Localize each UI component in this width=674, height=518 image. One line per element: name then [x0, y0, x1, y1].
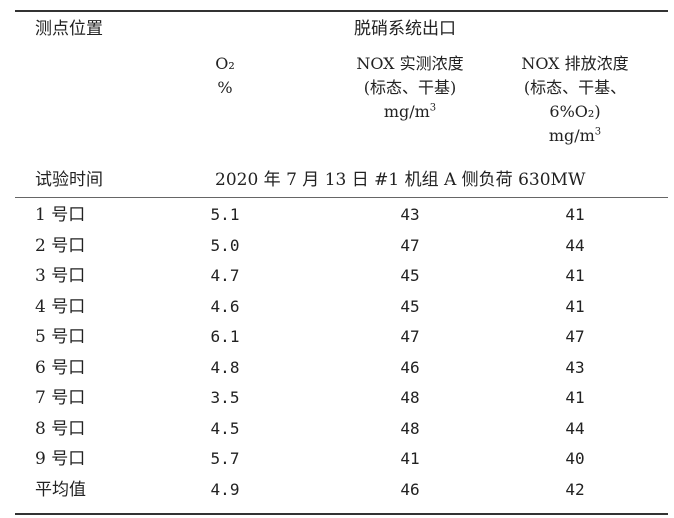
emission-cell: 47 — [565, 327, 585, 346]
emission-condition-2: 6%O₂) — [549, 102, 601, 121]
o2-cell: 4.5 — [210, 418, 240, 438]
emission-title: NOX 排放浓度 — [521, 54, 629, 73]
outlet-title: 脱硝系统出口 — [354, 19, 456, 39]
emission-cell: 41 — [565, 205, 585, 224]
emission-unit: mg/m3 — [515, 126, 635, 146]
emission-cell: 44 — [565, 418, 585, 438]
table-row: 4 号口 4.6 45 41 — [15, 292, 668, 322]
o2-cell: 4.8 — [210, 357, 240, 377]
emission-cell: 44 — [565, 235, 585, 255]
measured-unit-base: mg/m — [383, 102, 430, 121]
table-row: 5 号口 6.1 47 47 — [15, 322, 668, 352]
o2-unit: % — [217, 78, 233, 97]
emission-unit-sup: 3 — [594, 126, 602, 138]
measured-unit: mg/m3 — [345, 102, 475, 122]
measured-condition: (标态、干基) — [363, 78, 457, 97]
test-description: 2020 年 7 月 13 日 #1 机组 A 侧负荷 630MW — [215, 170, 586, 190]
table-row: 2 号口 5.0 47 44 — [15, 231, 668, 261]
bottom-rule — [15, 513, 668, 515]
o2-cell: 5.1 — [210, 205, 240, 224]
port-cell: 8 号口 — [35, 418, 86, 439]
o2-cell: 5.7 — [210, 449, 240, 468]
emission-unit-base: mg/m — [548, 126, 595, 145]
port-cell: 平均值 — [35, 479, 86, 500]
table-row: 平均值 4.9 46 42 — [15, 475, 668, 505]
measured-cell: 48 — [400, 388, 420, 407]
port-cell: 5 号口 — [35, 327, 86, 347]
port-cell: 9 号口 — [35, 449, 86, 469]
measured-unit-sup: 3 — [429, 102, 437, 114]
measured-cell: 47 — [400, 327, 420, 346]
table-row: 1 号口 5.1 43 41 — [15, 200, 668, 230]
test-time-label: 试验时间 — [35, 170, 103, 190]
emission-cell: 41 — [565, 296, 585, 316]
header-divider — [15, 197, 668, 198]
measured-cell: 48 — [400, 418, 420, 438]
table-row: 6 号口 4.8 46 43 — [15, 353, 668, 383]
port-cell: 1 号口 — [35, 205, 86, 225]
emission-condition-1: (标态、干基、 — [523, 78, 627, 97]
o2-cell: 3.5 — [210, 388, 240, 407]
o2-cell: 6.1 — [210, 327, 240, 346]
port-cell: 2 号口 — [35, 235, 86, 256]
port-cell: 6 号口 — [35, 357, 86, 378]
emission-cell: 43 — [565, 357, 585, 377]
o2-cell: 4.9 — [210, 479, 240, 499]
o2-cell: 5.0 — [210, 235, 240, 255]
measured-cell: 47 — [400, 235, 420, 255]
o2-cell: 4.7 — [210, 266, 240, 285]
port-cell: 3 号口 — [35, 266, 86, 286]
measured-title: NOX 实测浓度 — [356, 54, 464, 73]
measured-cell: 43 — [400, 205, 420, 224]
measured-cell: 46 — [400, 357, 420, 377]
table-row: 8 号口 4.5 48 44 — [15, 414, 668, 444]
port-cell: 7 号口 — [35, 388, 86, 408]
o2-label: O₂ — [215, 54, 235, 73]
nox-measurement-table: 测点位置 脱硝系统出口 O₂ % NOX 实测浓度 (标态、干基) mg/m 3 … — [15, 10, 668, 515]
port-cell: 4 号口 — [35, 296, 86, 317]
table-row: 9 号口 5.7 41 40 — [15, 444, 668, 474]
measured-cell: 45 — [400, 266, 420, 285]
location-label: 测点位置 — [35, 19, 103, 39]
emission-cell: 42 — [565, 479, 585, 499]
emission-cell: 41 — [565, 388, 585, 407]
table-row: 7 号口 3.5 48 41 — [15, 383, 668, 413]
emission-cell: 40 — [565, 449, 585, 468]
emission-cell: 41 — [565, 266, 585, 285]
top-rule — [15, 10, 668, 12]
measured-cell: 45 — [400, 296, 420, 316]
measured-cell: 46 — [400, 479, 420, 499]
o2-cell: 4.6 — [210, 296, 240, 316]
table-row: 3 号口 4.7 45 41 — [15, 261, 668, 291]
measured-cell: 41 — [400, 449, 420, 468]
